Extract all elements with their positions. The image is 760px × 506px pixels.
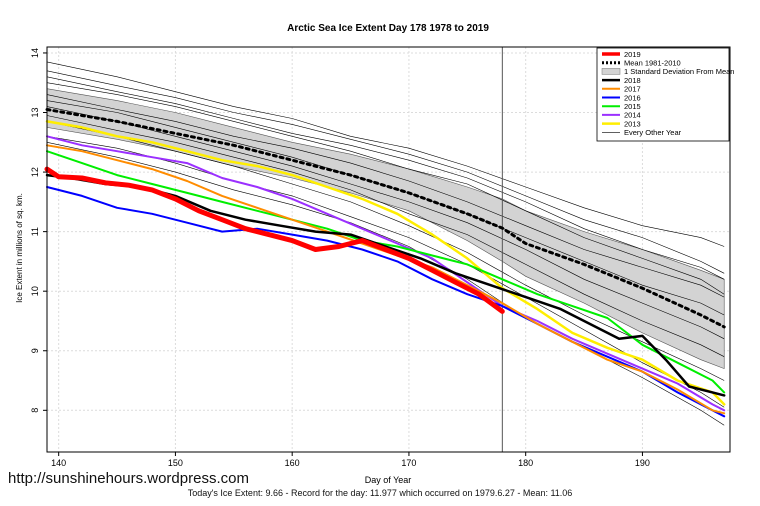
footnote-stats: Today's Ice Extent: 9.66 - Record for th…	[187, 488, 573, 498]
series-line-2013	[45, 120, 726, 406]
legend-label: 2019	[624, 50, 641, 59]
legend-label: Every Other Year	[624, 128, 682, 137]
series-line-2015	[46, 150, 726, 394]
legend-swatch-band	[601, 68, 621, 75]
series-line-2019	[44, 166, 505, 314]
chart-title: Arctic Sea Ice Extent Day 178 1978 to 20…	[287, 23, 489, 34]
legend-label: 2018	[624, 76, 641, 85]
y-tick-label: 13	[30, 108, 40, 118]
every-other-year-line	[46, 142, 725, 426]
y-tick-label: 9	[30, 348, 40, 353]
x-tick-label: 160	[285, 458, 300, 468]
every-other-year-line	[46, 121, 725, 381]
every-other-year-line	[46, 106, 725, 340]
x-tick-label: 170	[401, 458, 416, 468]
y-axis-label: Ice Extent in millions of sq. km.	[15, 193, 24, 303]
plot-frame	[46, 46, 731, 453]
plot-area: 140 150 160 170 180 190 8 9 10 11 12 13 14	[30, 46, 731, 468]
y-tick-label: 14	[30, 48, 40, 58]
x-axis-label: Day of Year	[365, 475, 412, 485]
legend-label: Mean 1981-2010	[624, 59, 681, 68]
x-tick-label: 190	[635, 458, 650, 468]
every-other-year-line	[46, 82, 725, 295]
y-tick-label: 12	[30, 167, 40, 177]
series-line-mean-1981-2010	[45, 108, 726, 329]
every-other-year-line	[46, 115, 725, 357]
every-other-year-line	[46, 136, 725, 408]
y-tick-label: 10	[30, 286, 40, 296]
x-tick-label: 150	[168, 458, 183, 468]
x-tick-label: 140	[51, 458, 66, 468]
x-tick-label: 180	[518, 458, 533, 468]
legend-label: 2014	[624, 111, 641, 120]
watermark-url: http://sunshinehours.wordpress.com	[8, 470, 249, 487]
y-tick-label: 11	[30, 227, 40, 236]
legend-label: 2016	[624, 93, 641, 102]
legend-label: 1 Standard Deviation From Mean	[624, 67, 734, 76]
every-other-year-line	[46, 70, 725, 274]
every-other-year-line	[46, 94, 725, 298]
series-line-2014	[46, 135, 726, 412]
legend-label: 2017	[624, 85, 641, 94]
legend-label: 2013	[624, 119, 641, 128]
every-other-year-line	[46, 61, 725, 247]
legend-label: 2015	[624, 102, 641, 111]
y-tick-label: 8	[30, 408, 40, 413]
every-other-year-line	[46, 76, 725, 280]
